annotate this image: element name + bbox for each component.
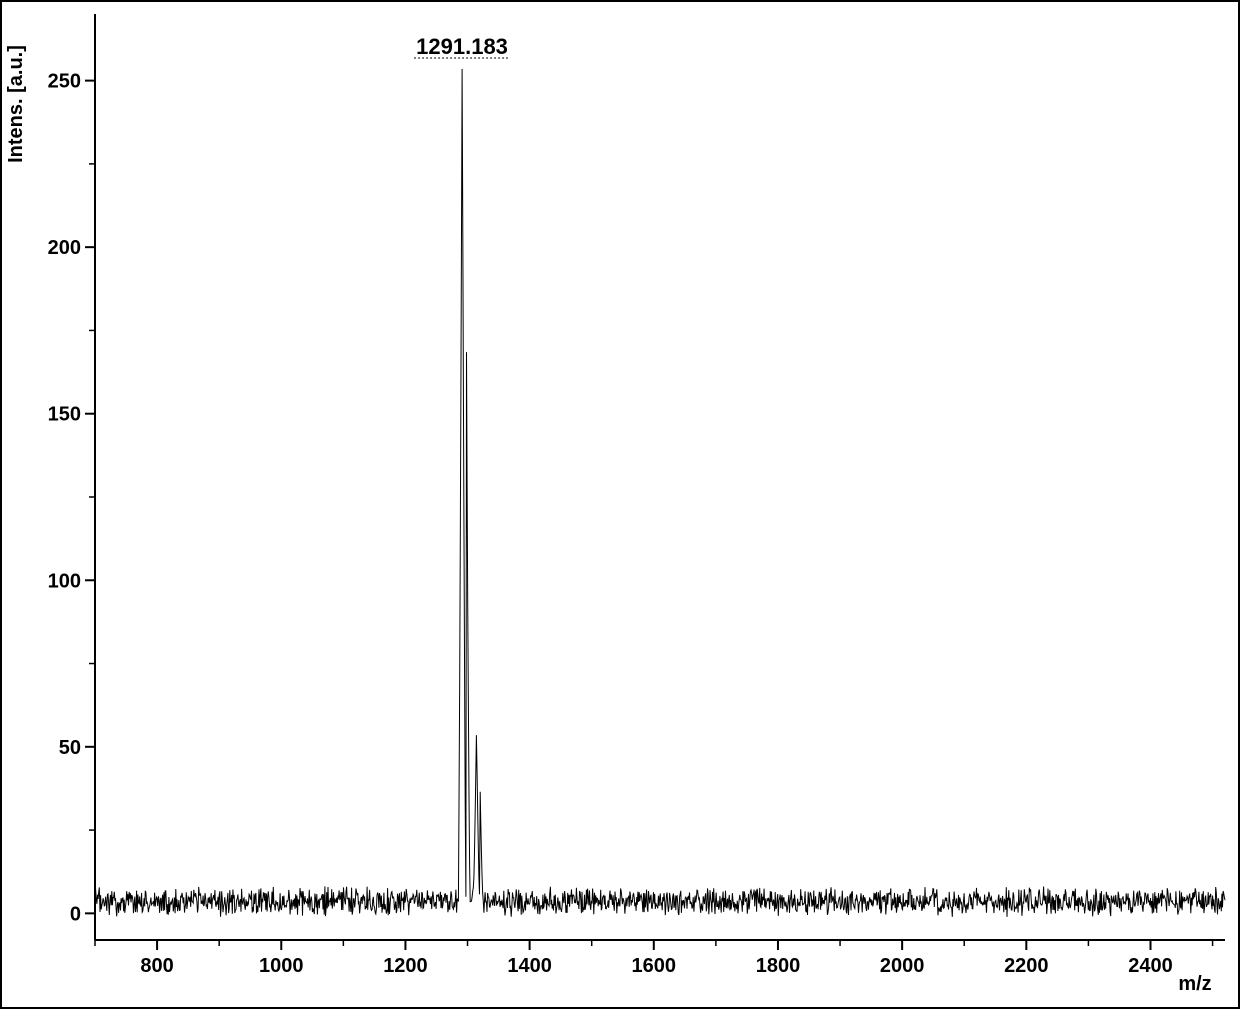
x-tick-label: 1000: [259, 955, 304, 977]
y-tick-label: 100: [48, 570, 81, 592]
spectrum-trace: [95, 69, 1225, 917]
y-tick-label: 0: [70, 903, 81, 925]
y-axis-title: Intens. [a.u.]: [5, 45, 27, 163]
y-tick-label: 250: [48, 71, 81, 93]
y-tick-label: 50: [59, 737, 81, 759]
x-tick-label: 1400: [507, 955, 552, 977]
peak-label: 1291.183: [416, 34, 508, 59]
outer-frame: [1, 1, 1239, 1008]
x-axis-title: m/z: [1178, 973, 1211, 995]
y-tick-label: 200: [48, 237, 81, 259]
x-tick-label: 1200: [383, 955, 428, 977]
chart-svg: 0 50 100 150 200 250 800 1000 1200 1400 1600 1800 20…: [0, 0, 1240, 1009]
x-tick-label: 1600: [632, 955, 677, 977]
x-tick-label: 800: [140, 955, 173, 977]
x-tick-label: 2400: [1128, 955, 1173, 977]
x-tick-label: 2000: [880, 955, 925, 977]
x-tick-label: 1800: [756, 955, 801, 977]
x-tick-label: 2200: [1004, 955, 1049, 977]
mass-spectrum-chart: 0 50 100 150 200 250 800 1000 1200 1400 1600 1800 20…: [0, 0, 1240, 1009]
y-tick-label: 150: [48, 404, 81, 426]
